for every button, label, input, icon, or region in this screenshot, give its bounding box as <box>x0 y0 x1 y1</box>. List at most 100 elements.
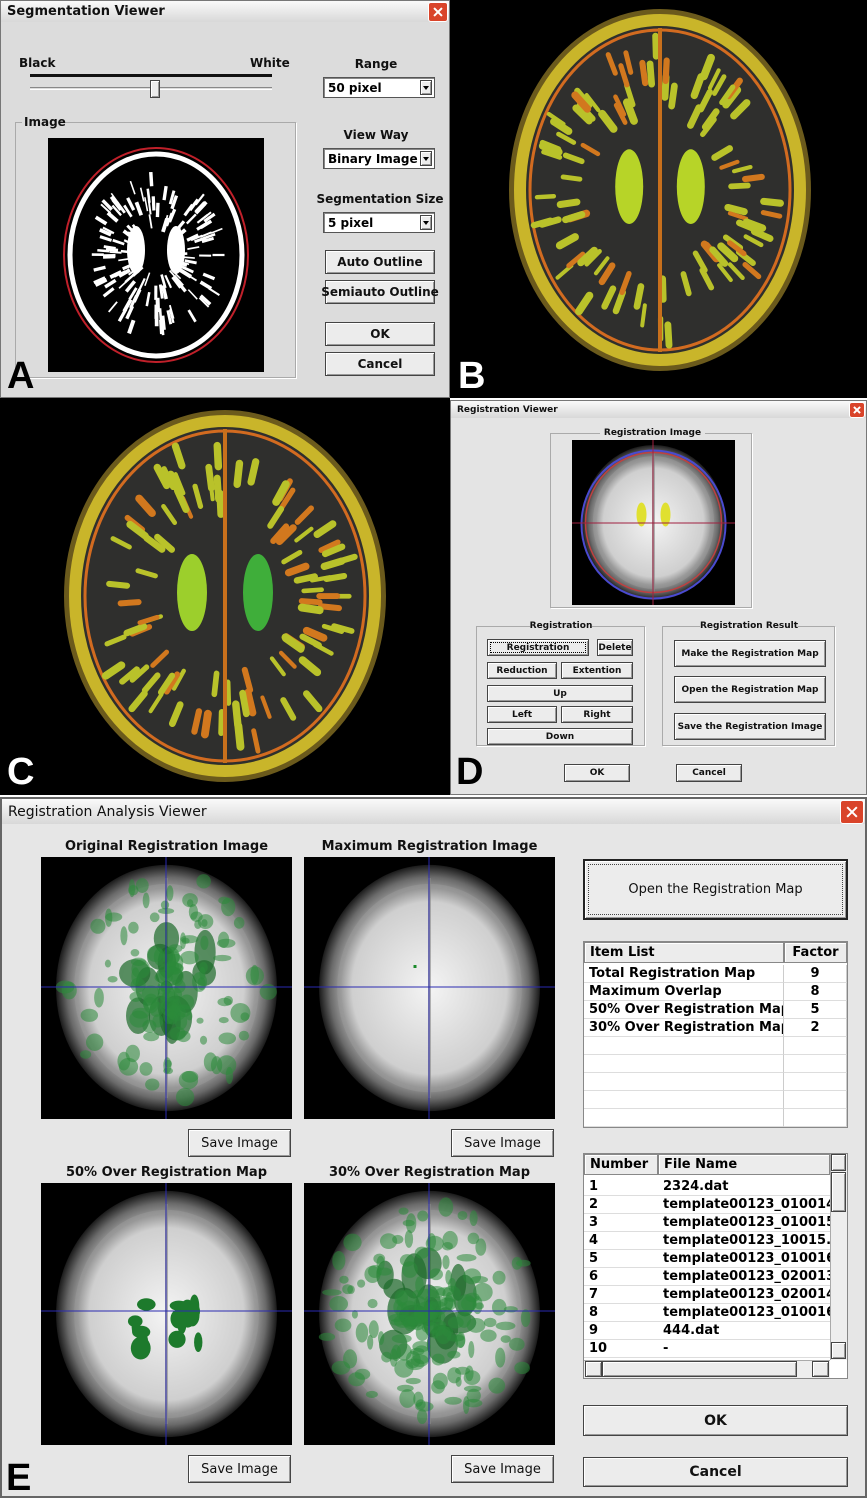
scroll-right[interactable] <box>812 1361 829 1377</box>
window-title: Registration Analysis Viewer <box>2 799 865 824</box>
save-image-button[interactable]: Save Image <box>451 1455 554 1483</box>
table-cell: 30% Over Registration Map <box>584 1019 784 1037</box>
delete-button[interactable]: Delete <box>597 639 633 656</box>
table-cell[interactable]: 10 <box>584 1340 658 1358</box>
segment <box>130 181 135 194</box>
field-label: View Way <box>320 127 432 143</box>
sulcus <box>220 493 221 514</box>
table-cell[interactable]: template00123_010016. <box>658 1250 830 1268</box>
slider-label: Black <box>19 56 79 72</box>
table-cell[interactable]: 3 <box>584 1214 658 1232</box>
table-cell[interactable]: template00123_010015. <box>658 1214 830 1232</box>
overlay-blob <box>200 1036 207 1045</box>
dropdown[interactable]: 50 pixel <box>323 77 435 98</box>
up-button[interactable]: Up <box>487 685 633 702</box>
table-cell[interactable]: 5 <box>584 1250 658 1268</box>
ok-button[interactable]: OK <box>325 322 435 346</box>
dropdown[interactable]: 5 pixel <box>323 212 435 233</box>
table-cell[interactable]: 6 <box>584 1268 658 1286</box>
column-header[interactable]: Number <box>584 1154 658 1175</box>
overlay-blob <box>348 1372 365 1386</box>
table-cell[interactable]: template00123_10015.d <box>658 1232 830 1250</box>
table-cell[interactable]: template00123_010014. <box>658 1196 830 1214</box>
slider-thumb[interactable] <box>150 80 160 98</box>
segment <box>97 250 109 251</box>
overlay-blob <box>414 965 417 968</box>
table-cell[interactable]: 7 <box>584 1286 658 1304</box>
column-header[interactable]: Item List <box>584 942 784 963</box>
table-cell[interactable]: 2324.dat <box>658 1178 830 1196</box>
overlay-blob <box>463 1396 469 1414</box>
table-cell: 50% Over Registration Map <box>584 1001 784 1019</box>
table-cell[interactable]: 1 <box>584 1178 658 1196</box>
registration-button[interactable]: Registration <box>487 639 589 656</box>
table-cell[interactable]: 4 <box>584 1232 658 1250</box>
right-button[interactable]: Right <box>561 706 633 723</box>
result-button[interactable]: Open the Registration Map <box>674 676 826 703</box>
overlay-blob <box>427 1286 445 1298</box>
sulcus <box>109 584 127 586</box>
close-button[interactable] <box>849 402 865 418</box>
ok-button[interactable]: OK <box>583 1405 848 1436</box>
sulcus <box>642 305 645 325</box>
left-button[interactable]: Left <box>487 706 557 723</box>
panel-label: D <box>456 752 496 792</box>
segment <box>100 237 112 241</box>
auto-outline-button[interactable]: Auto Outline <box>325 250 435 274</box>
overlay-blob <box>399 1389 415 1408</box>
table-cell[interactable]: template00123_020014. <box>658 1286 830 1304</box>
close-button[interactable] <box>428 2 448 22</box>
table-cell[interactable]: template00123_010016. <box>658 1304 830 1322</box>
sulcus <box>205 714 208 735</box>
table-cell: 5 <box>784 1001 847 1019</box>
overlay-blob <box>329 1296 348 1312</box>
table-cell[interactable]: 2 <box>584 1196 658 1214</box>
overlay-blob <box>131 958 146 966</box>
overlay-blob <box>170 1309 186 1328</box>
segment <box>189 310 196 322</box>
down-button[interactable]: Down <box>487 728 633 745</box>
overlay-blob <box>366 1391 378 1398</box>
ok-button[interactable]: OK <box>564 764 630 782</box>
overlay-blob <box>250 965 258 984</box>
cancel-button[interactable]: Cancel <box>325 352 435 376</box>
overlay-blob <box>467 1318 486 1333</box>
segment <box>128 198 134 210</box>
segment <box>187 214 196 223</box>
table-cell[interactable]: 9 <box>584 1322 658 1340</box>
table-cell[interactable]: - <box>658 1340 830 1358</box>
overlay-blob <box>504 1306 518 1312</box>
overlay-blob <box>399 1208 409 1215</box>
result-button[interactable]: Make the Registration Map <box>674 640 826 667</box>
reduction-button[interactable]: Reduction <box>487 662 557 679</box>
save-image-button[interactable]: Save Image <box>188 1455 291 1483</box>
overlay-blob <box>448 1317 464 1329</box>
scroll-thumb[interactable] <box>602 1361 797 1377</box>
overlay-blob <box>131 949 140 957</box>
table-cell[interactable]: template00123_020013. <box>658 1268 830 1286</box>
save-image-button[interactable]: Save Image <box>188 1129 291 1157</box>
segment <box>126 281 134 291</box>
segment <box>113 240 125 244</box>
semiauto-outline-button[interactable]: Semiauto Outline <box>325 280 435 304</box>
table-cell[interactable]: 8 <box>584 1304 658 1322</box>
column-header[interactable]: File Name <box>658 1154 830 1175</box>
sulcus <box>321 606 339 608</box>
open-map-button[interactable]: Open the Registration Map <box>583 859 848 920</box>
scroll-up[interactable] <box>831 1154 846 1171</box>
scroll-down[interactable] <box>831 1342 846 1359</box>
scroll-thumb[interactable] <box>831 1172 846 1212</box>
cancel-button[interactable]: Cancel <box>583 1457 848 1487</box>
overlay-blob <box>182 1071 199 1083</box>
scroll-left[interactable] <box>585 1361 602 1377</box>
extention-button[interactable]: Extention <box>561 662 633 679</box>
table-cell: 8 <box>784 983 847 1001</box>
result-button[interactable]: Save the Registration Image <box>674 713 826 740</box>
save-image-button[interactable]: Save Image <box>451 1129 554 1157</box>
cancel-button[interactable]: Cancel <box>676 764 742 782</box>
column-header[interactable]: Factor <box>784 942 847 963</box>
table-cell[interactable]: 444.dat <box>658 1322 830 1340</box>
dropdown[interactable]: Binary Image <box>323 148 435 169</box>
overlay-blob <box>357 1279 365 1287</box>
close-button[interactable] <box>840 800 864 824</box>
